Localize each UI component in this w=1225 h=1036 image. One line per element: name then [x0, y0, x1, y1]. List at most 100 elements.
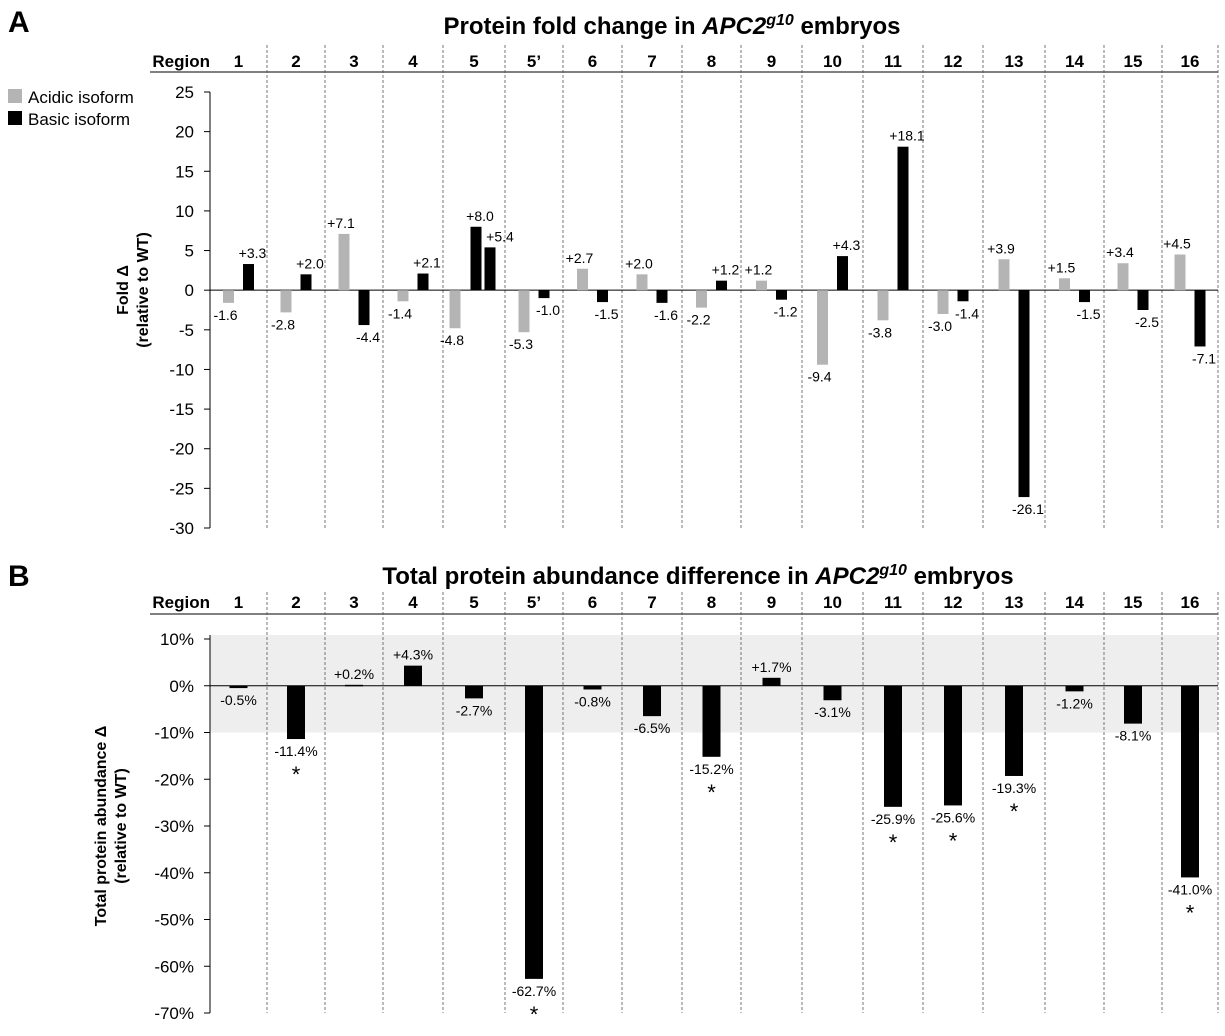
y-tick-label: 15: [175, 162, 194, 181]
bar-acidic-region-9: [756, 280, 767, 291]
region-header-5p: 5’: [527, 52, 541, 71]
bar-basic-region-5p: [538, 290, 550, 299]
legend-swatch-basic: [8, 111, 22, 125]
label-region-10: -3.1%: [814, 704, 851, 720]
bar-region-7: [643, 685, 661, 717]
panel-a-bars: [223, 146, 1206, 498]
bar-acidic-region-1: [223, 290, 234, 303]
label-basic-region-11: +18.1: [889, 128, 925, 144]
label-region-7: -6.5%: [634, 720, 671, 736]
bar-acidic-region-12: [937, 290, 949, 314]
region-header-8: 8: [707, 593, 716, 612]
bar-basic-region-1: [243, 264, 254, 291]
region-header-1: 1: [234, 593, 243, 612]
region-header-8: 8: [707, 52, 716, 71]
bar-basic-region-10: [837, 256, 848, 291]
panel-a-legend: Acidic isoform Basic isoform: [8, 88, 134, 129]
bar-basic-region-16: [1194, 290, 1206, 347]
label-region-6: -0.8%: [574, 693, 611, 709]
region-header-10: 10: [823, 593, 842, 612]
region-header-4: 4: [408, 593, 418, 612]
panel-b-region-dividers: [150, 592, 1219, 1013]
label-acidic-region-8: -2.2: [686, 312, 710, 328]
panel-a: A Protein fold change in APC2g10 embryos…: [8, 6, 1219, 538]
panel-b-bars: [229, 665, 1199, 979]
region-header-1: 1: [234, 52, 243, 71]
bar-acidic-region-8: [696, 290, 707, 308]
region-header-4: 4: [408, 52, 418, 71]
label-region-8: -15.2%: [689, 761, 733, 777]
region-header-15: 15: [1124, 52, 1143, 71]
bar-region-10: [823, 685, 842, 701]
region-header-13: 13: [1005, 593, 1024, 612]
bar-region-4: [404, 665, 422, 686]
panel-b-value-labels: -0.5% -11.4% * +0.2% +4.3% -2.7% -62.7% * -0.8% -…: [220, 647, 1212, 1027]
bar-region-12: [944, 685, 962, 806]
region-header-11: 11: [884, 52, 902, 71]
region-header-16: 16: [1181, 593, 1200, 612]
label-acidic-region-11: -3.8: [868, 324, 892, 340]
bar-region-11: [884, 685, 902, 807]
y-tick-label: -40%: [154, 864, 194, 883]
y-tick-label: 10%: [160, 630, 194, 649]
y-tick-label: 20: [175, 123, 194, 142]
label-acidic-region-5p: -5.3: [509, 336, 533, 352]
label-acidic-region-1: -1.6: [213, 307, 237, 323]
panel-a-region-header: Region: [152, 52, 210, 71]
label-region-5: -2.7%: [456, 702, 493, 718]
bar-basic-region-3: [358, 290, 370, 326]
label-basic-region-16: -7.1: [1192, 350, 1216, 366]
panel-b-title: Total protein abundance difference in AP…: [382, 562, 1013, 590]
bar-basic-region-11: [897, 146, 909, 291]
bar-region-1: [229, 685, 248, 689]
label-acidic-region-6: +2.7: [566, 250, 594, 266]
label-acidic-region-4: -1.4: [388, 305, 412, 321]
bar-basic-region-13: [1018, 290, 1030, 498]
y-tick-label: 0: [185, 281, 194, 300]
y-tick-label: -10: [169, 360, 194, 379]
label-basic-region-14: -1.5: [1076, 306, 1100, 322]
region-header-2: 2: [291, 593, 300, 612]
y-tick-label: -70%: [154, 1004, 194, 1023]
region-header-14: 14: [1065, 52, 1084, 71]
label-basic-region-13: -26.1: [1012, 501, 1044, 517]
bar-basic-region-6: [597, 290, 608, 303]
y-tick-label: -25: [169, 479, 194, 498]
label-basic-extra-region-5: +5.4: [486, 228, 514, 244]
region-header-7: 7: [647, 593, 656, 612]
bar-region-8: [702, 685, 721, 757]
label-acidic-region-14: +1.5: [1048, 259, 1076, 275]
bar-region-5: [465, 685, 483, 699]
bar-acidic-region-14: [1059, 278, 1070, 291]
label-acidic-region-12: -3.0: [928, 318, 952, 334]
bar-basic-region-8: [716, 280, 727, 291]
significance-star-region-13: *: [1010, 799, 1019, 824]
label-basic-region-2: +2.0: [296, 255, 324, 271]
bar-acidic-region-2: [280, 290, 292, 313]
label-acidic-region-16: +4.5: [1163, 236, 1191, 252]
bar-acidic-region-11: [877, 290, 889, 321]
y-tick-label: -30: [169, 519, 194, 538]
bar-region-14: [1065, 685, 1084, 692]
label-acidic-region-2: -2.8: [271, 316, 295, 332]
label-region-9: +1.7%: [751, 659, 791, 675]
legend-swatch-acidic: [8, 89, 22, 103]
label-basic-region-5p: -1.0: [536, 302, 560, 318]
bar-acidic-region-13: [998, 259, 1010, 291]
label-basic-region-5: +8.0: [466, 208, 494, 224]
bar-acidic-region-3: [338, 233, 350, 291]
significance-star-region-16: *: [1186, 900, 1195, 925]
bar-basic-region-2: [300, 274, 312, 291]
panel-a-y-axis: 25 20 15 10 5 0 -5 -10 -15 -20 -25 -30: [169, 83, 1218, 538]
region-header-9: 9: [767, 52, 776, 71]
region-header-13: 13: [1005, 52, 1024, 71]
bar-acidic-region-4: [397, 290, 409, 302]
y-tick-label: -10%: [154, 724, 194, 743]
bar-region-9: [762, 677, 781, 686]
panel-a-region-headers: 1 2 3 4 5 5’ 6 7 8 9 10 11 12 13 14 15 16: [234, 52, 1200, 71]
y-tick-label: 10: [175, 202, 194, 221]
label-acidic-region-5: -4.8: [440, 332, 464, 348]
label-acidic-region-10: -9.4: [807, 369, 831, 385]
region-header-12: 12: [944, 593, 963, 612]
